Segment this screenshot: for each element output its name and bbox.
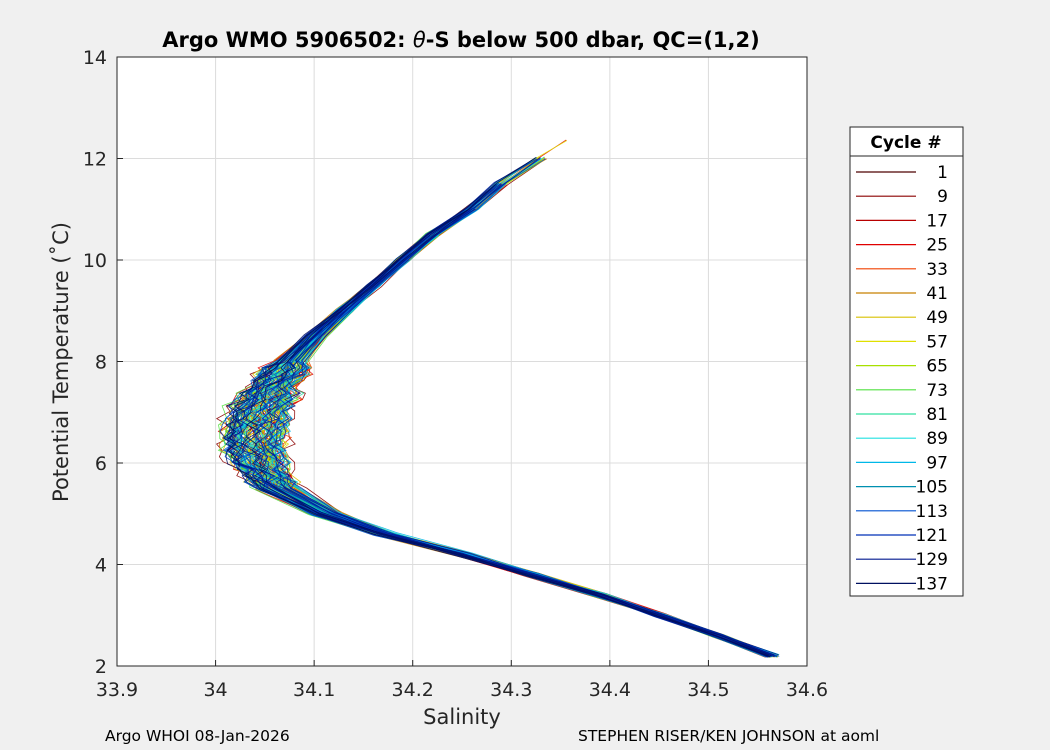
profile-line xyxy=(258,208,775,658)
legend-label: 17 xyxy=(926,211,948,231)
legend-box xyxy=(849,126,964,597)
legend-label: 137 xyxy=(916,574,948,594)
legend-label: 89 xyxy=(926,429,948,449)
legend-entries: 1 9 17 25 33 41 49 57 65 73 81 89 97 105 113 121 129 137 xyxy=(856,163,948,594)
legend-label: 65 xyxy=(926,357,948,377)
y-tick-label: 2 xyxy=(95,656,107,678)
x-tick-label: 34.5 xyxy=(687,679,729,701)
legend-label: 1 xyxy=(937,163,948,183)
legend: Cycle # 1 9 17 25 33 41 49 57 65 73 81 89 97 105 113 12… xyxy=(849,126,964,597)
profiles xyxy=(215,139,780,658)
legend-label: 121 xyxy=(916,526,948,546)
footer-right: STEPHEN RISER/KEN JOHNSON at aoml xyxy=(578,727,879,745)
profile-line xyxy=(227,184,768,657)
x-tick-label: 34.2 xyxy=(392,679,434,701)
profile-line xyxy=(271,232,779,656)
footer-left: Argo WHOI 08-Jan-2026 xyxy=(105,727,290,745)
legend-label: 129 xyxy=(916,550,948,570)
legend-label: 81 xyxy=(926,405,948,425)
profile-line xyxy=(254,209,778,657)
profile-line xyxy=(227,157,773,657)
legend-label: 9 xyxy=(937,187,948,207)
legend-label: 57 xyxy=(926,332,948,352)
x-ticks: 33.9 34 34.1 34.2 34.3 34.4 34.5 34.6 xyxy=(96,660,828,701)
chart-title: Argo WMO 5906502: θ-S below 500 dbar, QC… xyxy=(162,28,759,52)
y-tick-label: 6 xyxy=(95,453,107,475)
y-axis-label: Potential Temperature (˚C) xyxy=(49,222,73,502)
legend-title: Cycle # xyxy=(870,133,941,153)
y-tick-label: 12 xyxy=(83,149,107,171)
x-tick-label: 34.4 xyxy=(589,679,631,701)
x-tick-label: 34.3 xyxy=(490,679,532,701)
legend-label: 49 xyxy=(926,308,948,328)
legend-label: 25 xyxy=(926,236,948,256)
legend-label: 41 xyxy=(926,284,948,304)
y-tick-label: 14 xyxy=(83,47,107,69)
y-tick-label: 8 xyxy=(95,352,107,374)
y-tick-label: 10 xyxy=(83,250,107,272)
profile-line xyxy=(234,259,780,657)
legend-label: 97 xyxy=(926,453,948,473)
x-axis-label: Salinity xyxy=(423,705,501,729)
y-tick-label: 4 xyxy=(95,555,107,577)
x-tick-label: 34 xyxy=(203,679,227,701)
legend-label: 33 xyxy=(926,260,948,280)
legend-label: 73 xyxy=(926,381,948,401)
legend-label: 113 xyxy=(916,502,948,522)
x-tick-label: 34.6 xyxy=(786,679,828,701)
x-tick-label: 34.1 xyxy=(293,679,335,701)
profile-line xyxy=(245,208,772,657)
legend-label: 105 xyxy=(916,478,948,498)
y-ticks: 2 4 6 8 10 12 14 xyxy=(83,47,123,678)
x-tick-label: 33.9 xyxy=(96,679,138,701)
